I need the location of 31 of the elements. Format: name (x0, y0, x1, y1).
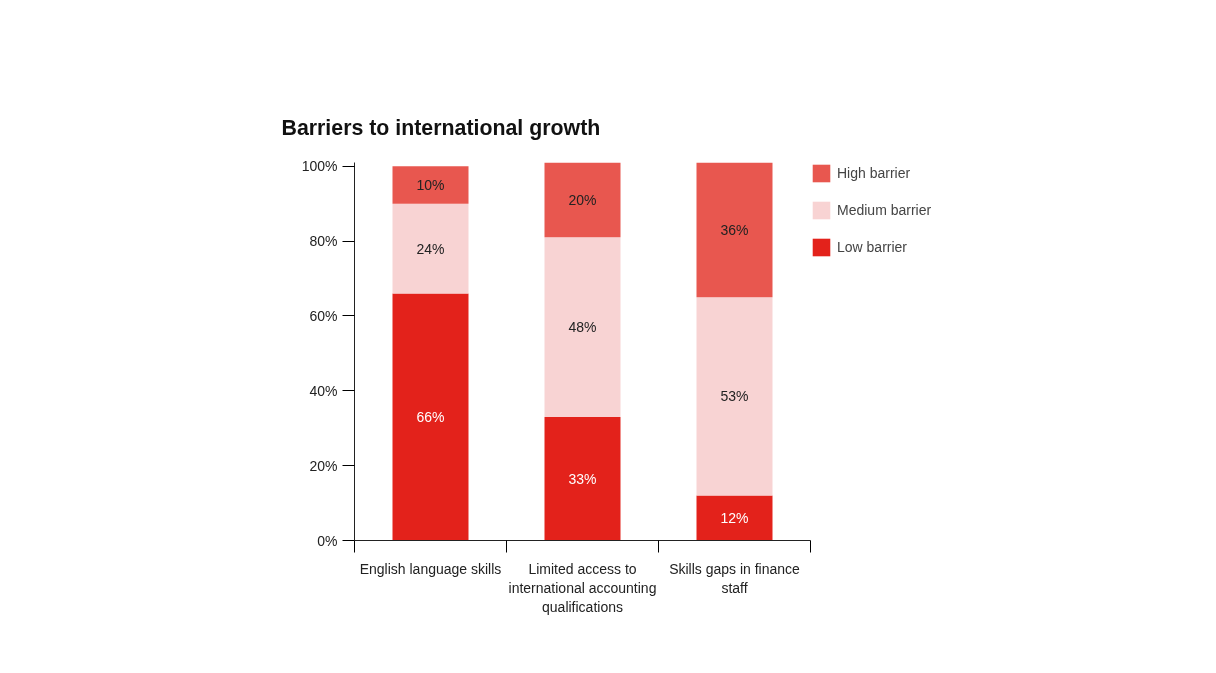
bar (696, 162, 773, 298)
data-label: 20% (568, 191, 597, 208)
y-tick-label: 100% (301, 158, 338, 175)
bar (392, 166, 469, 204)
y-tick-label: 20% (309, 457, 338, 474)
data-label: 48% (568, 319, 597, 336)
data-label: 53% (720, 388, 749, 405)
legend-label: Low barrier (837, 239, 908, 255)
bar (392, 203, 469, 294)
bar (544, 237, 621, 417)
x-tick-label: Limited access to international accounting qualifications (508, 560, 657, 615)
data-label: 36% (720, 221, 749, 238)
bar (544, 162, 621, 238)
bar (392, 293, 469, 541)
y-tick-label: 60% (309, 307, 338, 324)
data-label: 33% (568, 470, 597, 487)
data-label: 10% (416, 176, 445, 193)
x-tick-label: English language skills (359, 560, 502, 577)
data-label: 66% (416, 409, 445, 425)
data-label: 24% (416, 240, 445, 257)
chart-title: Barriers to international growth (281, 116, 601, 140)
x-tick-label: Skills gaps in finance staff (669, 560, 801, 596)
legend-label: Medium barrier (837, 202, 932, 218)
y-tick-label: 0% (317, 532, 338, 549)
y-tick-label: 40% (309, 382, 338, 399)
data-label: 12% (720, 510, 749, 527)
legend-label: High barrier (837, 165, 911, 181)
y-tick-label: 80% (309, 233, 338, 250)
bar (696, 297, 773, 496)
bar (544, 417, 621, 541)
bar (696, 495, 773, 541)
